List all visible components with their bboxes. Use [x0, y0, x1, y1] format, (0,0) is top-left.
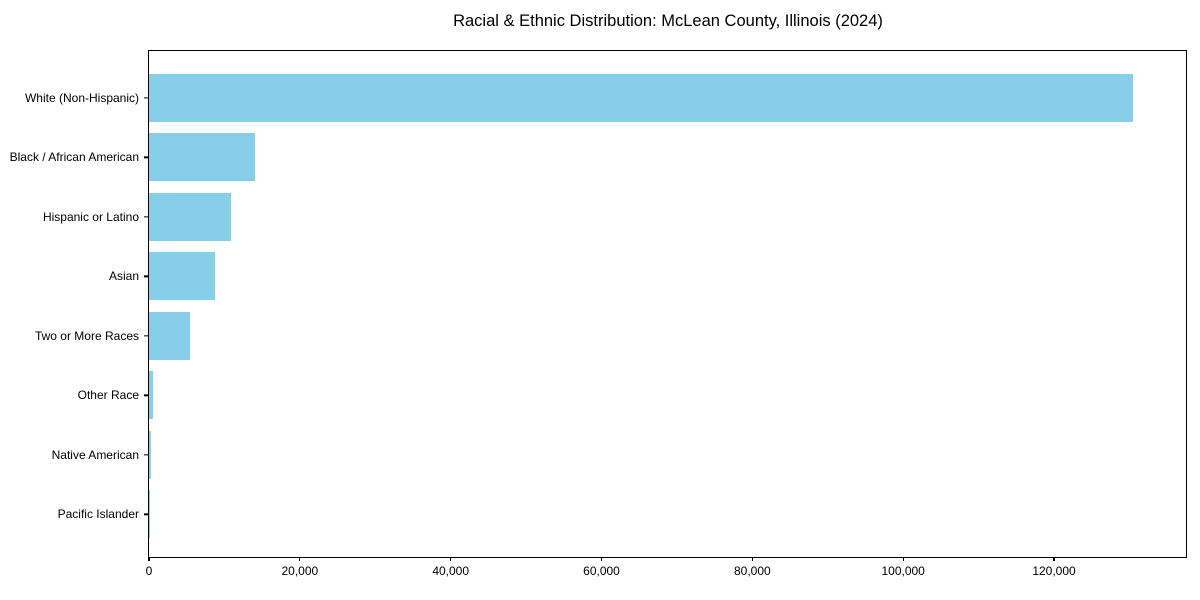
x-tick-label: 0: [145, 564, 153, 578]
bar: [149, 73, 1134, 122]
bar-row: Asian: [109, 247, 1186, 307]
y-tick-mark: [144, 156, 148, 158]
x-tick-label: 40,000: [432, 564, 470, 578]
x-tick-label: 60,000: [583, 564, 620, 578]
x-tick-mark: [1053, 557, 1055, 561]
y-tick-mark: [144, 513, 148, 515]
x-tick-label: 100,000: [881, 564, 925, 578]
bar: [149, 133, 256, 182]
x-tick-mark: [902, 557, 904, 561]
bar-row: Black / African American: [10, 128, 1186, 188]
y-tick-label: Native American: [51, 447, 139, 462]
bar-row: Hispanic or Latino: [43, 187, 1186, 247]
y-tick-mark: [144, 394, 148, 396]
y-tick-mark: [144, 216, 148, 218]
x-tick-mark: [148, 557, 150, 561]
plot-area: White (Non-Hispanic) Black / African Amer…: [10, 50, 1187, 578]
bar: [149, 311, 190, 360]
chart-title: Racial & Ethnic Distribution: McLean Cou…: [453, 12, 883, 30]
x-tick-label: 20,000: [281, 564, 319, 578]
bar-row: Two or More Races: [35, 306, 1186, 366]
y-tick-label: Two or More Races: [34, 328, 139, 343]
y-tick-label: White (Non-Hispanic): [24, 90, 139, 105]
y-tick-label: Asian: [108, 269, 139, 284]
x-tick-mark: [450, 557, 452, 561]
bar: [149, 192, 232, 241]
y-tick-mark: [144, 335, 148, 337]
x-tick-mark: [600, 557, 603, 561]
y-tick-label: Other Race: [77, 388, 139, 403]
x-tick-label: 120,000: [1032, 564, 1076, 578]
y-tick-label: Pacific Islander: [57, 507, 139, 522]
bars-container: White (Non-Hispanic) Black / African Amer…: [10, 51, 1186, 557]
y-tick-label: Hispanic or Latino: [42, 209, 139, 224]
bar: [149, 430, 151, 479]
bar: [149, 371, 153, 420]
bar-row: Pacific Islander: [58, 485, 1186, 545]
x-tick-mark: [751, 557, 753, 561]
bar: [149, 252, 216, 301]
y-tick-mark: [144, 275, 148, 277]
bar-row: White (Non-Hispanic): [25, 68, 1186, 128]
y-tick-mark: [144, 97, 148, 99]
y-tick-mark: [144, 454, 148, 456]
bar-row: Other Race: [78, 366, 1186, 426]
bar-row: Native American: [52, 425, 1186, 485]
y-tick-label: Black / African American: [9, 150, 139, 165]
x-tick-label: 80,000: [733, 564, 771, 578]
x-tick-mark: [299, 557, 301, 561]
